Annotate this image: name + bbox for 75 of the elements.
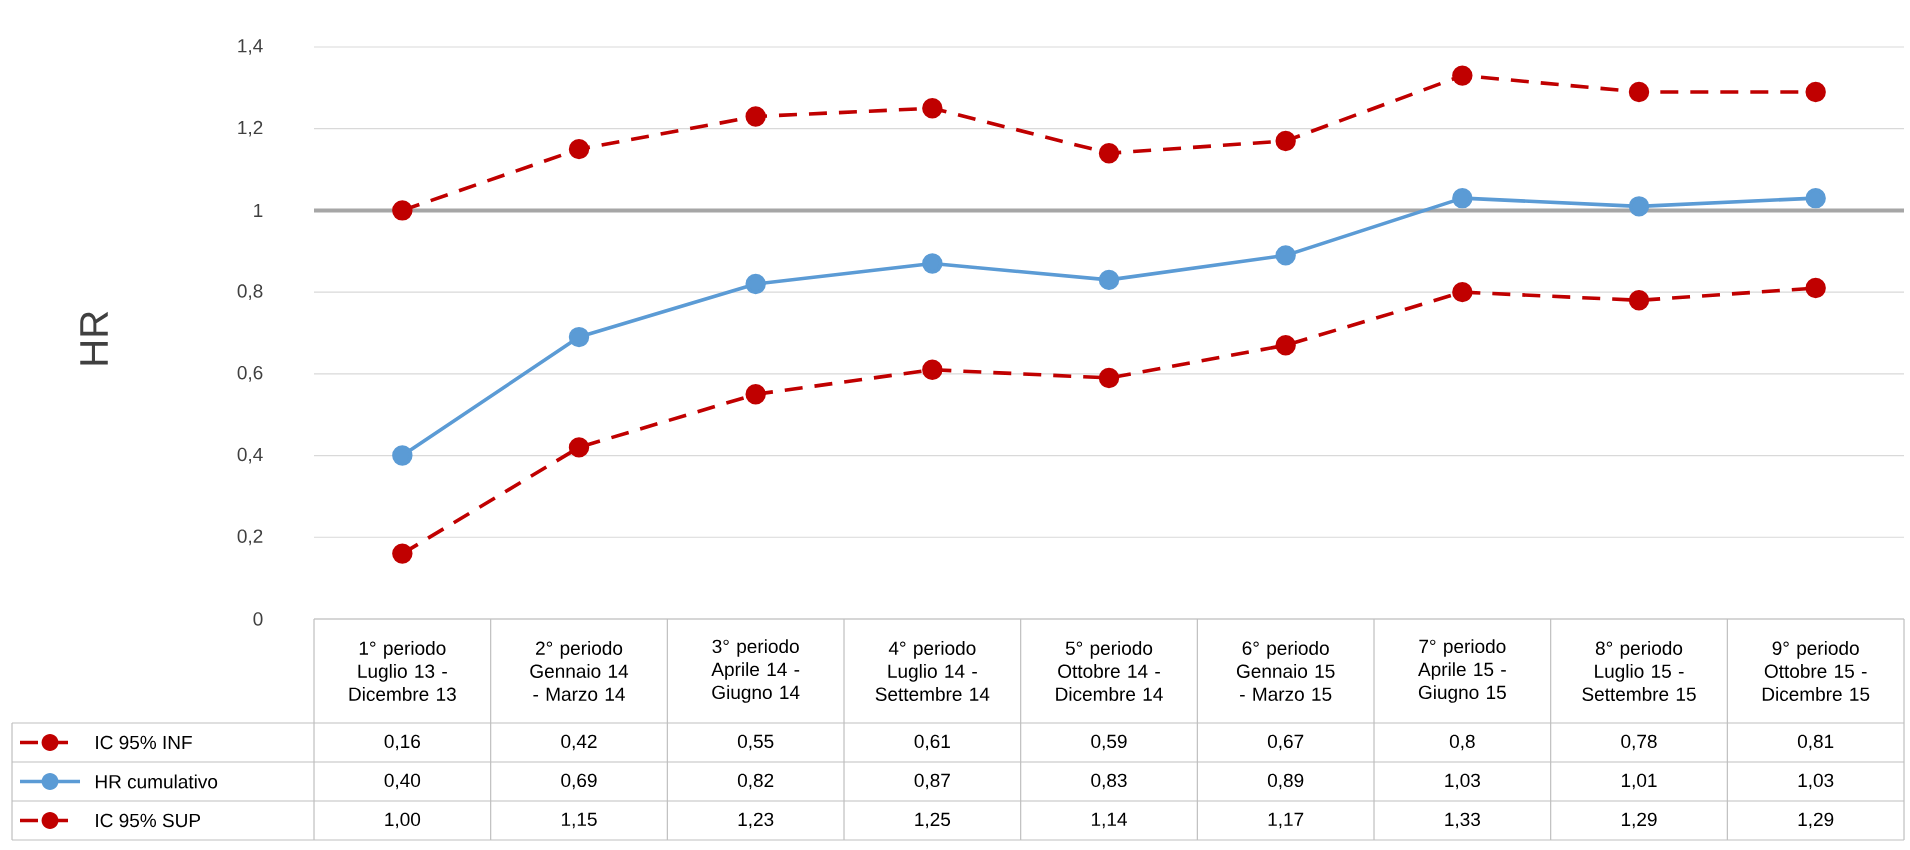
legend-label: HR cumulativo (95, 774, 218, 789)
data-label: 0,83 (1091, 773, 1127, 790)
point (922, 253, 943, 274)
data-label: 0,40 (384, 773, 421, 790)
x-tick-label: 6° periodo Gennaio 15 - Marzo 15 (1236, 641, 1335, 701)
legend-label: IC 95% SUP (96, 813, 201, 828)
y-tick-label: 1 (254, 203, 263, 217)
y-tick-label: 0 (253, 612, 263, 626)
point (1098, 269, 1120, 291)
y-tick-label: 1,2 (238, 120, 263, 137)
y-tick-label: 0,8 (237, 284, 263, 300)
data-label: 1,03 (1798, 773, 1834, 790)
point (922, 98, 943, 119)
point (1805, 187, 1826, 209)
y-tick-label: 0,6 (237, 366, 263, 382)
legend-label: IC 95% INF (96, 735, 192, 750)
data-label: 1,29 (1798, 812, 1834, 829)
data-label: 1,03 (1445, 773, 1480, 790)
point (1275, 335, 1296, 356)
point (392, 543, 413, 564)
y-tick-label: 0,2 (237, 529, 263, 546)
data-label: 1,33 (1445, 812, 1480, 829)
data-label: 0,16 (384, 734, 420, 751)
data-label: 0,67 (1267, 734, 1304, 751)
data-label: 1,29 (1621, 812, 1657, 829)
data-label: 0,78 (1621, 734, 1657, 751)
y-tick-label: 1,4 (238, 39, 263, 55)
point (1452, 65, 1473, 86)
data-label: 1,23 (738, 812, 774, 829)
x-tick-label: 8° periodo Luglio 15 - Settembre 15 (1582, 641, 1696, 701)
y-axis-title: HR (80, 311, 108, 365)
point (568, 326, 590, 348)
point (1452, 187, 1473, 209)
point (1452, 281, 1473, 303)
point (392, 445, 413, 466)
x-tick-label: 4° periodo Luglio 14 - Settembre 14 (875, 641, 990, 701)
data-label: 0,82 (737, 773, 774, 790)
point (1098, 367, 1120, 389)
data-label: 1,14 (1091, 812, 1127, 829)
point (1805, 81, 1826, 103)
data-label: 0,59 (1091, 734, 1127, 751)
point (745, 273, 766, 295)
data-label: 0,89 (1267, 773, 1304, 790)
data-label: 0,8 (1449, 734, 1475, 751)
point (1805, 277, 1826, 299)
data-label: 1,15 (561, 812, 597, 829)
x-tick-label: 7° periodo Aprile 15 - Giugno 15 (1418, 639, 1506, 703)
point (1628, 81, 1650, 103)
x-tick-label: 9° periodo Ottobre 15 - Dicembre 15 (1762, 641, 1870, 701)
point (1628, 290, 1650, 311)
point (745, 384, 766, 405)
data-label: 0,42 (561, 734, 597, 751)
x-tick-label: 3° periodo Aprile 14 - Giugno 14 (711, 639, 800, 703)
data-label: 1,00 (385, 812, 421, 829)
point (568, 437, 590, 458)
data-label: 1,25 (915, 812, 951, 829)
data-label: 1,01 (1621, 773, 1657, 790)
data-label: 0,87 (914, 773, 950, 790)
point (1275, 130, 1296, 152)
x-tick-label: 5° periodo Ottobre 14 - Dicembre 14 (1056, 641, 1163, 701)
y-tick-label: 0,4 (237, 447, 263, 464)
data-label: 0,55 (737, 734, 774, 751)
x-tick-label: 2° periodo Gennaio 14 - Marzo 14 (530, 641, 629, 701)
data-label: 1,17 (1268, 812, 1304, 829)
data-label: 0,69 (561, 773, 597, 790)
point (1275, 245, 1296, 266)
point (1628, 196, 1650, 217)
point (1098, 143, 1120, 164)
point (392, 200, 413, 221)
data-label: 0,61 (914, 734, 950, 751)
data-label: 0,81 (1797, 734, 1834, 751)
point (745, 106, 766, 127)
point (922, 359, 943, 380)
point (568, 138, 590, 160)
x-tick-label: 1° periodo Luglio 13 - Dicembre 13 (349, 641, 456, 701)
